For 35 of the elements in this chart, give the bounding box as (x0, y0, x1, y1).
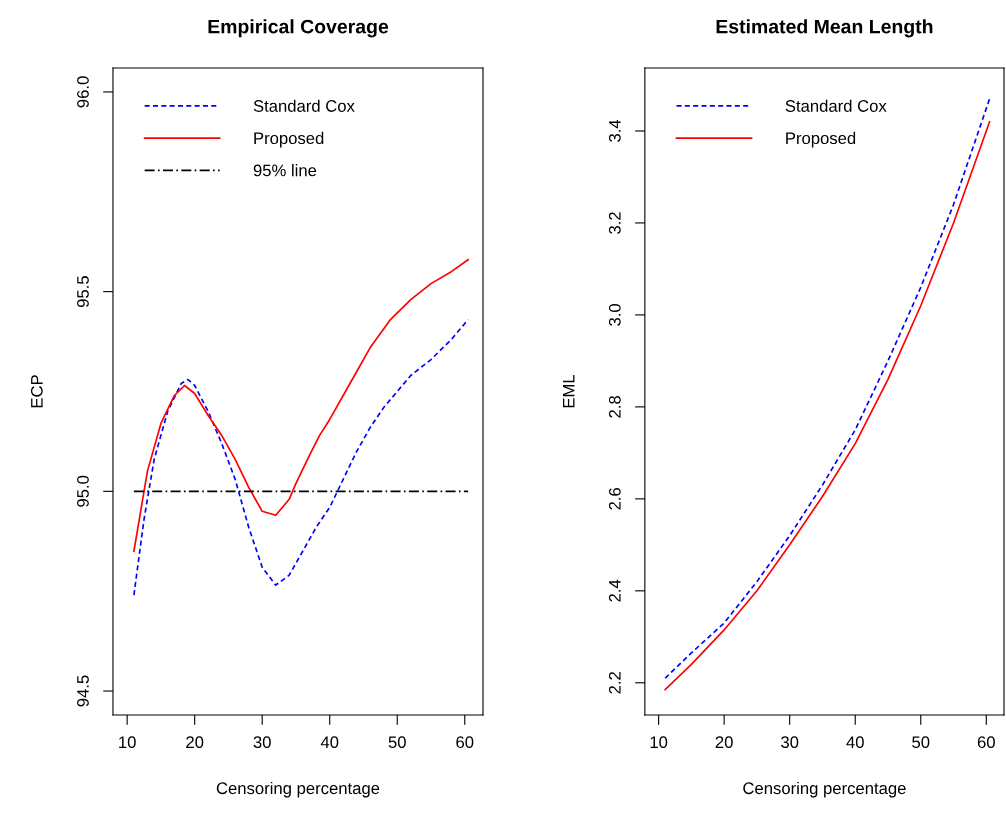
x-tick-label: 30 (253, 736, 271, 749)
legend-label: 95% line (253, 164, 317, 177)
y-tick-label: 2.4 (608, 579, 621, 602)
legend-label: Standard Cox (253, 99, 355, 112)
chart-title: Empirical Coverage (208, 19, 389, 38)
x-tick-label: 20 (186, 736, 204, 749)
chart-title: Estimated Mean Length (716, 19, 933, 38)
legend-label: Proposed (254, 131, 324, 148)
y-tick-label: 3.0 (608, 303, 621, 326)
x-tick-label: 10 (119, 736, 136, 749)
x-tick-label: 60 (456, 736, 474, 749)
y-tick-label: 96.0 (77, 76, 89, 108)
x-tick-label: 40 (320, 736, 339, 749)
line-series (133, 258, 469, 553)
y-tick-label: 3.2 (608, 212, 621, 234)
x-tick-label: 10 (650, 736, 668, 749)
x-tick-label: 40 (846, 736, 864, 749)
y-tick-label: 95.0 (77, 475, 89, 507)
x-tick-label: 50 (388, 736, 406, 749)
y-tick-label: 2.6 (608, 488, 621, 510)
y-tick-label: 2.2 (608, 672, 621, 694)
y-axis-title: EML (563, 374, 575, 408)
x-tick-label: 30 (781, 736, 799, 749)
legend-label: Proposed (786, 131, 856, 148)
x-tick-label: 60 (977, 736, 995, 749)
x-axis-title: Censoring percentage (743, 781, 906, 798)
y-axis-title: ECP (30, 375, 43, 408)
y-tick-label: 2.8 (608, 396, 621, 418)
y-tick-label: 94.5 (77, 675, 89, 707)
x-tick-label: 50 (912, 736, 930, 749)
y-tick-label: 3.4 (608, 119, 621, 142)
legend-label: Standard Cox (785, 99, 887, 112)
y-tick-label: 95.5 (77, 276, 89, 308)
x-axis-title: Censoring percentage (216, 781, 380, 798)
x-tick-label: 20 (715, 736, 733, 749)
